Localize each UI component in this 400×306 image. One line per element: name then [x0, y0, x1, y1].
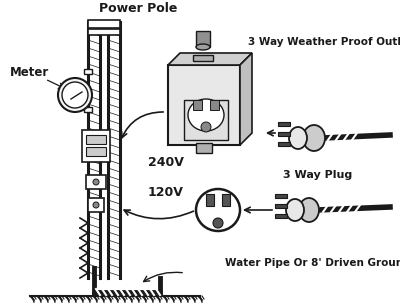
Polygon shape	[168, 53, 252, 65]
Bar	[275, 204, 287, 208]
Bar	[278, 132, 290, 136]
Bar	[278, 122, 290, 126]
Bar	[88, 20, 120, 28]
Text: 240V: 240V	[148, 155, 184, 169]
Circle shape	[62, 82, 88, 108]
Ellipse shape	[289, 127, 307, 149]
Circle shape	[201, 122, 211, 132]
Ellipse shape	[196, 189, 240, 231]
Bar	[88, 198, 104, 212]
Bar	[86, 175, 106, 189]
Bar	[184, 100, 228, 140]
Bar	[275, 194, 287, 198]
Circle shape	[93, 179, 99, 185]
Bar	[222, 194, 230, 206]
Ellipse shape	[188, 99, 224, 131]
Circle shape	[93, 202, 99, 208]
Bar	[206, 194, 214, 206]
Bar	[84, 69, 92, 74]
Text: 3 Way Weather Proof Outlet: 3 Way Weather Proof Outlet	[248, 37, 400, 47]
Circle shape	[213, 218, 223, 228]
Ellipse shape	[303, 125, 325, 151]
Text: Meter: Meter	[10, 65, 49, 79]
Ellipse shape	[196, 44, 210, 50]
Bar	[278, 142, 290, 146]
Bar	[86, 135, 106, 144]
Text: 120V: 120V	[148, 185, 184, 199]
Bar	[210, 100, 219, 110]
Polygon shape	[240, 53, 252, 145]
Bar	[193, 55, 213, 61]
Text: Water Pipe Or 8' Driven Ground: Water Pipe Or 8' Driven Ground	[225, 258, 400, 268]
Text: 3 Way Plug: 3 Way Plug	[283, 170, 353, 180]
Bar	[84, 107, 92, 112]
Circle shape	[58, 78, 92, 112]
Bar	[196, 31, 210, 47]
Bar	[88, 29, 120, 35]
Bar	[196, 143, 212, 153]
Bar	[86, 147, 106, 156]
Ellipse shape	[299, 198, 319, 222]
Text: Power Pole: Power Pole	[99, 2, 177, 14]
Bar	[193, 100, 202, 110]
Ellipse shape	[286, 199, 304, 221]
Bar	[275, 214, 287, 218]
Bar	[82, 130, 110, 162]
Bar	[168, 65, 240, 145]
